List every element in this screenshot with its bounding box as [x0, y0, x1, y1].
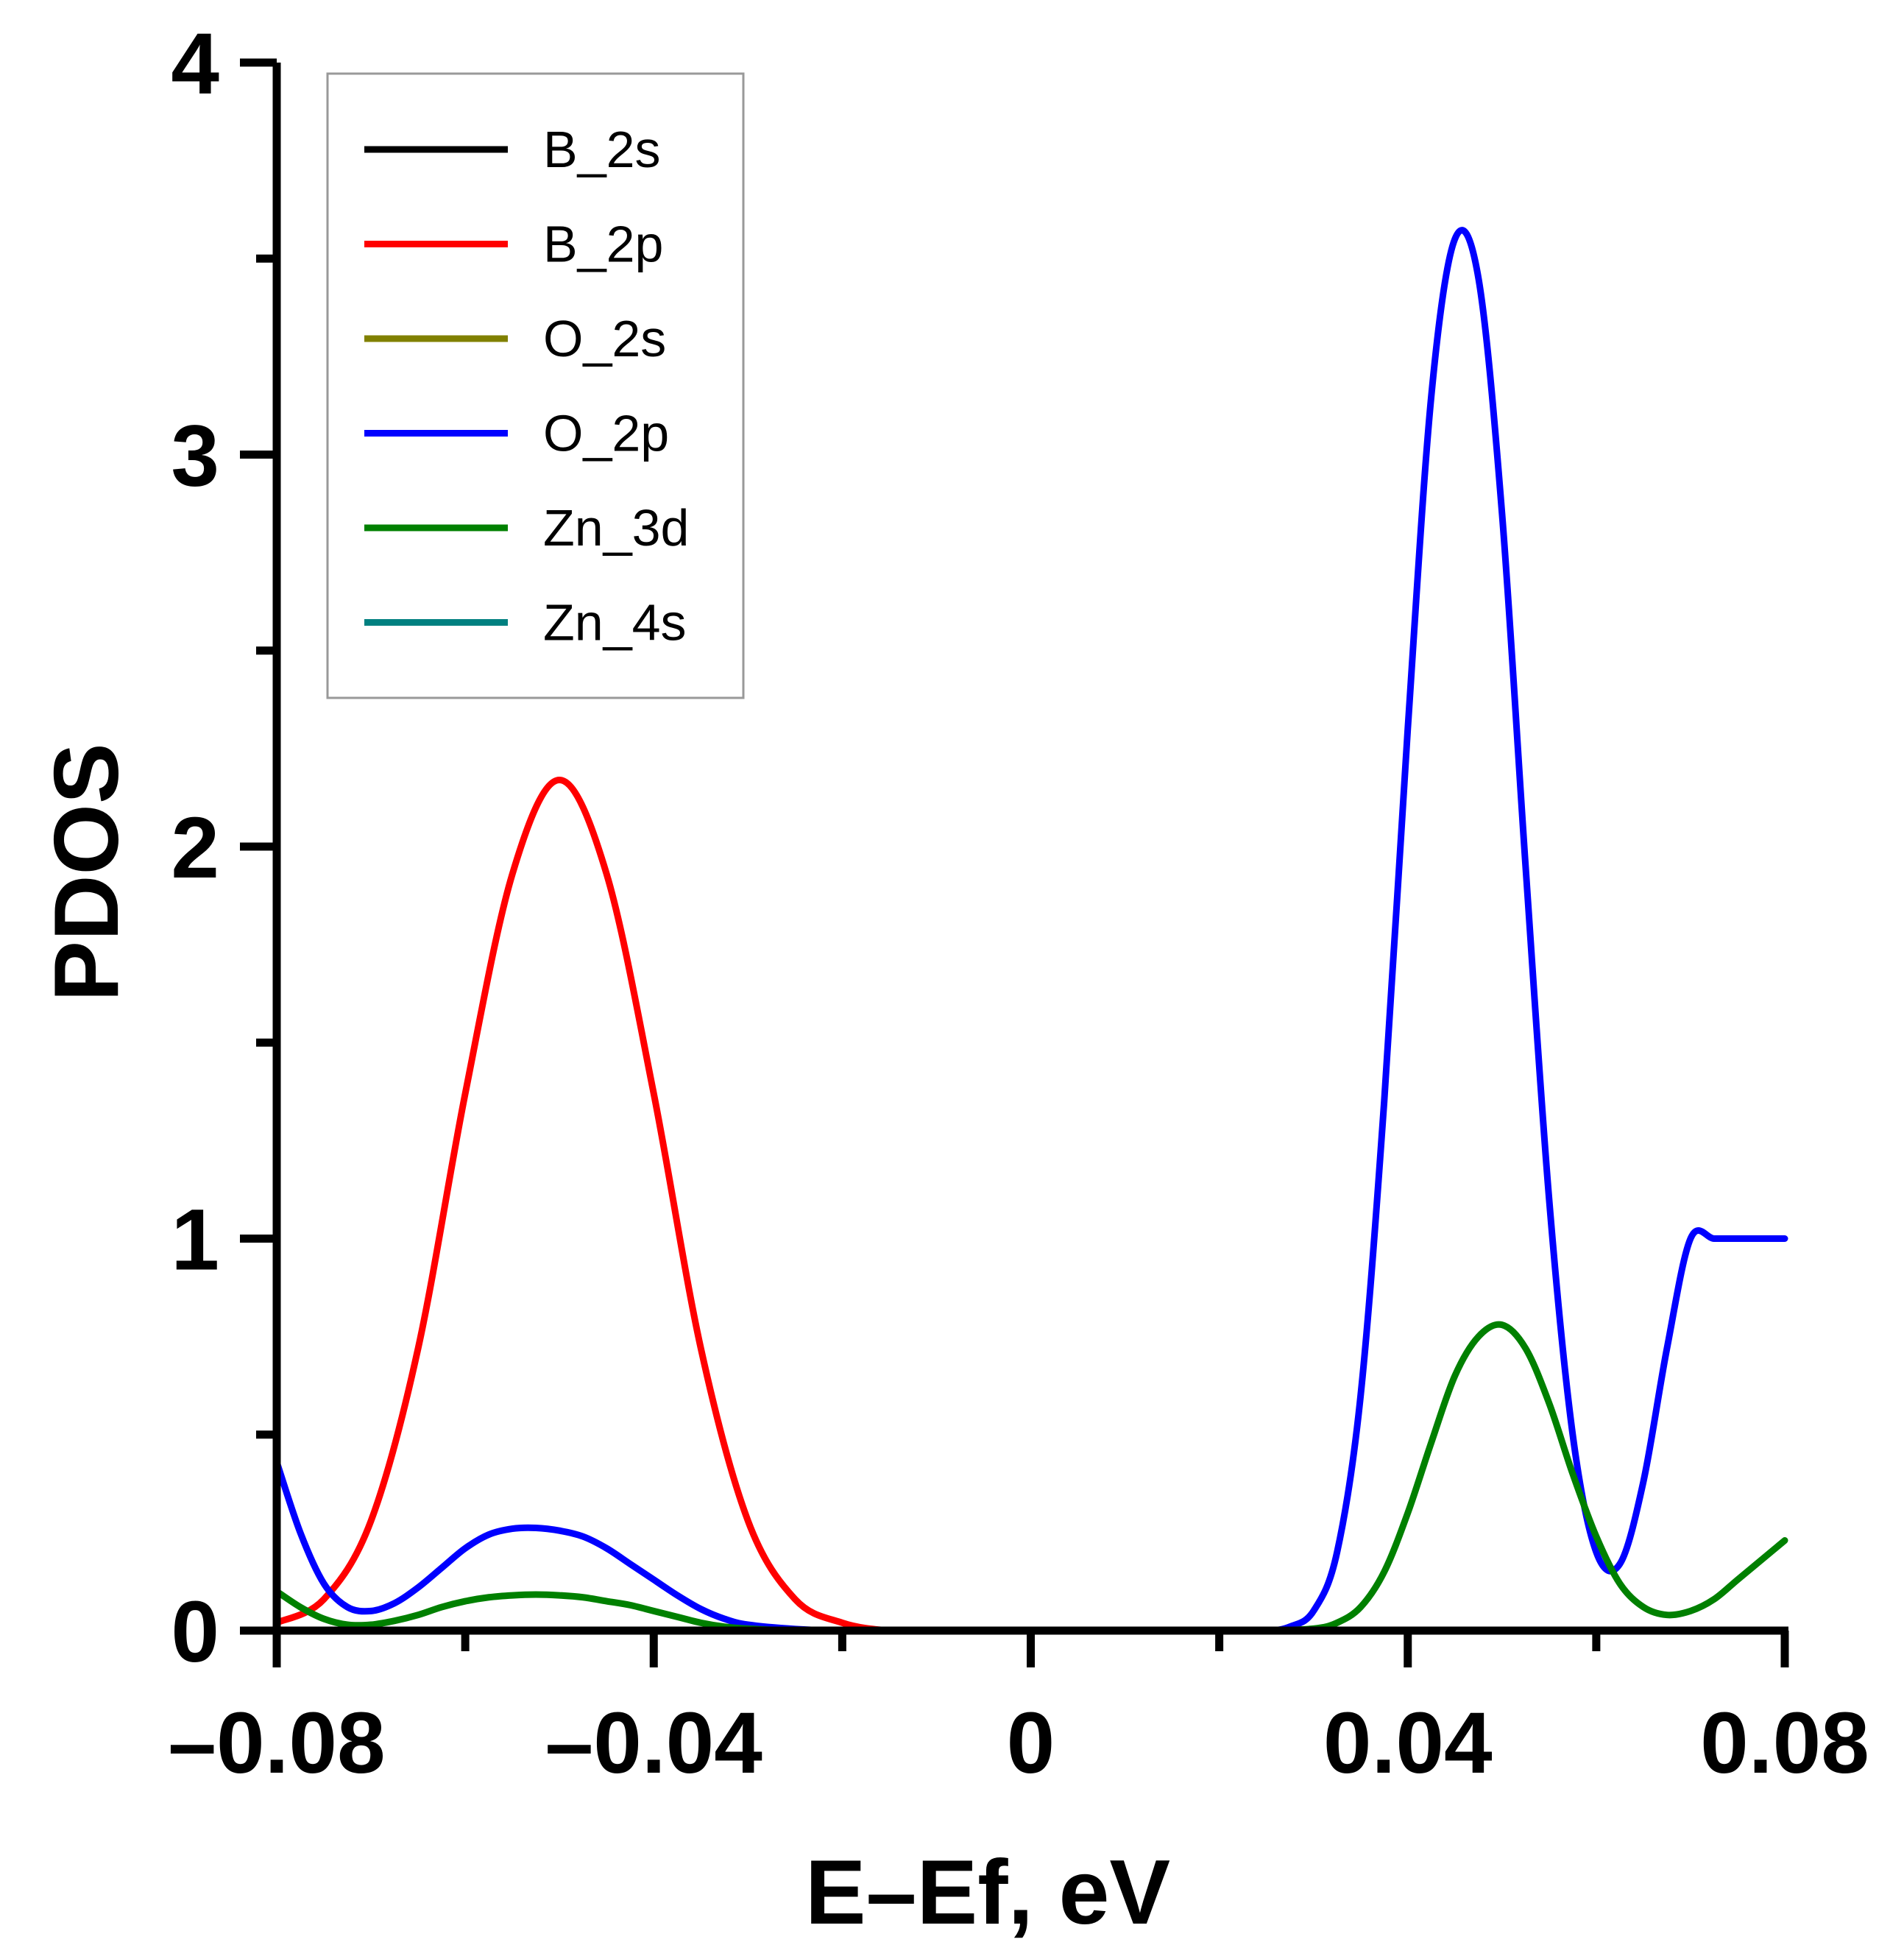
series-line-zn-3d: [273, 1321, 1788, 1634]
x-tick-label: –0.04: [545, 1695, 762, 1792]
legend-label-o-2s: O_2s: [543, 310, 666, 367]
series-line-o-2p: [273, 227, 1788, 1634]
legend-label-zn-3d: Zn_3d: [543, 499, 689, 557]
y-tick-label: 3: [171, 408, 219, 505]
legend-label-zn-4s: Zn_4s: [543, 594, 687, 652]
legend-label-o-2p: O_2p: [543, 405, 669, 462]
legend-label-b-2s: B_2s: [543, 121, 661, 178]
y-tick-label: 1: [171, 1192, 219, 1289]
y-axis-title: PDOS: [36, 743, 138, 1001]
x-tick-label: –0.08: [168, 1695, 385, 1792]
legend: B_2s B_2p O_2s O_2p Zn_3d Zn_4s: [326, 72, 745, 699]
x-axis-title: E–Ef, eV: [805, 1842, 1170, 1943]
legend-frame: [326, 72, 745, 699]
legend-label-b-2p: B_2p: [543, 216, 663, 273]
y-tick-label: 2: [171, 799, 219, 897]
tick-labels: 0 1 2 3 4 –0.08 –0.04 0 0.04 0.08: [168, 15, 1869, 1792]
x-tick-label: 0: [1007, 1695, 1055, 1792]
x-tick-label: 0.04: [1323, 1695, 1493, 1792]
x-tick-label: 0.08: [1700, 1695, 1869, 1792]
y-tick-label: 0: [171, 1583, 219, 1681]
y-tick-label: 4: [171, 15, 219, 113]
ticks: [240, 58, 1789, 1667]
series-line-b-2p: [273, 776, 1788, 1635]
